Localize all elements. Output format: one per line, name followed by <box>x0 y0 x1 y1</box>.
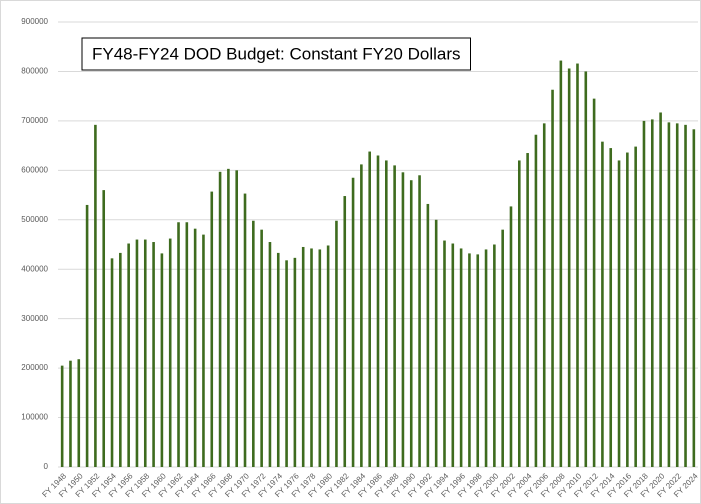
bar <box>617 160 621 467</box>
bar <box>152 242 155 467</box>
bar <box>476 254 480 467</box>
bar <box>517 160 521 467</box>
bar <box>684 124 687 467</box>
bar <box>326 245 330 467</box>
bar <box>409 180 413 467</box>
bar <box>418 175 421 467</box>
title-box <box>81 37 471 71</box>
bar <box>434 219 438 467</box>
bar <box>293 257 297 467</box>
bar <box>360 164 363 467</box>
bar <box>468 253 471 467</box>
y-tick-label: 200000 <box>21 363 48 372</box>
bar <box>351 177 355 467</box>
bar <box>69 360 72 467</box>
bar <box>551 89 554 467</box>
bar <box>501 229 504 467</box>
bar <box>509 206 513 467</box>
bar <box>110 258 114 467</box>
bar <box>335 220 338 467</box>
y-tick-label: 100000 <box>21 413 48 422</box>
bar <box>218 171 222 468</box>
bar <box>85 204 89 467</box>
bar <box>318 249 322 467</box>
bar <box>650 119 654 468</box>
bar <box>127 243 130 467</box>
bar <box>193 228 197 467</box>
bar <box>675 123 679 467</box>
bar <box>576 63 579 468</box>
bar <box>143 239 147 467</box>
y-tick-label: 700000 <box>21 116 48 125</box>
bar <box>235 170 239 468</box>
bar <box>119 252 122 467</box>
y-tick-label: 400000 <box>21 264 48 273</box>
y-tick-label: 600000 <box>21 165 48 174</box>
bar <box>609 148 613 468</box>
bar <box>426 203 430 467</box>
bar <box>592 98 596 467</box>
y-tick-label: 500000 <box>21 215 48 224</box>
bar <box>243 193 247 468</box>
y-tick-label: 300000 <box>21 314 48 323</box>
bar <box>260 229 263 467</box>
bar <box>667 122 671 467</box>
bar <box>567 68 571 467</box>
bar <box>343 196 347 468</box>
bar <box>385 160 388 467</box>
bar <box>177 222 180 467</box>
bar <box>401 172 405 468</box>
y-tick-label: 0 <box>44 462 49 471</box>
bar <box>559 60 563 468</box>
bar <box>692 129 696 468</box>
bars <box>60 60 696 468</box>
bar <box>301 246 305 467</box>
bar <box>227 168 230 467</box>
bar <box>542 123 546 467</box>
bar <box>77 359 81 467</box>
bar <box>626 152 629 468</box>
bar <box>252 220 255 467</box>
bar <box>601 141 604 467</box>
bar <box>60 365 64 467</box>
bar <box>168 238 172 467</box>
bar <box>94 124 97 467</box>
y-tick-label: 900000 <box>21 17 48 26</box>
bar <box>484 249 488 467</box>
chart-title: FY48-FY24 DOD Budget: Constant FY20 Doll… <box>92 44 461 63</box>
bar <box>393 165 396 467</box>
bar <box>443 240 446 467</box>
bar <box>276 252 280 467</box>
bar <box>526 153 529 467</box>
bar <box>451 243 455 467</box>
bar <box>160 253 164 467</box>
bar <box>584 71 588 467</box>
bar <box>202 234 205 467</box>
bar <box>210 191 214 467</box>
bar <box>135 239 139 467</box>
bar <box>102 190 106 467</box>
bar <box>285 260 288 467</box>
bar <box>534 134 538 467</box>
bar <box>376 155 380 467</box>
bar <box>310 248 313 467</box>
bar <box>634 146 637 467</box>
bar <box>268 242 272 467</box>
y-tick-label: 800000 <box>21 67 48 76</box>
bar <box>459 248 463 467</box>
bar <box>185 222 189 467</box>
bar <box>642 120 646 467</box>
bar <box>368 151 371 468</box>
bar <box>659 112 662 467</box>
bar <box>493 244 496 467</box>
